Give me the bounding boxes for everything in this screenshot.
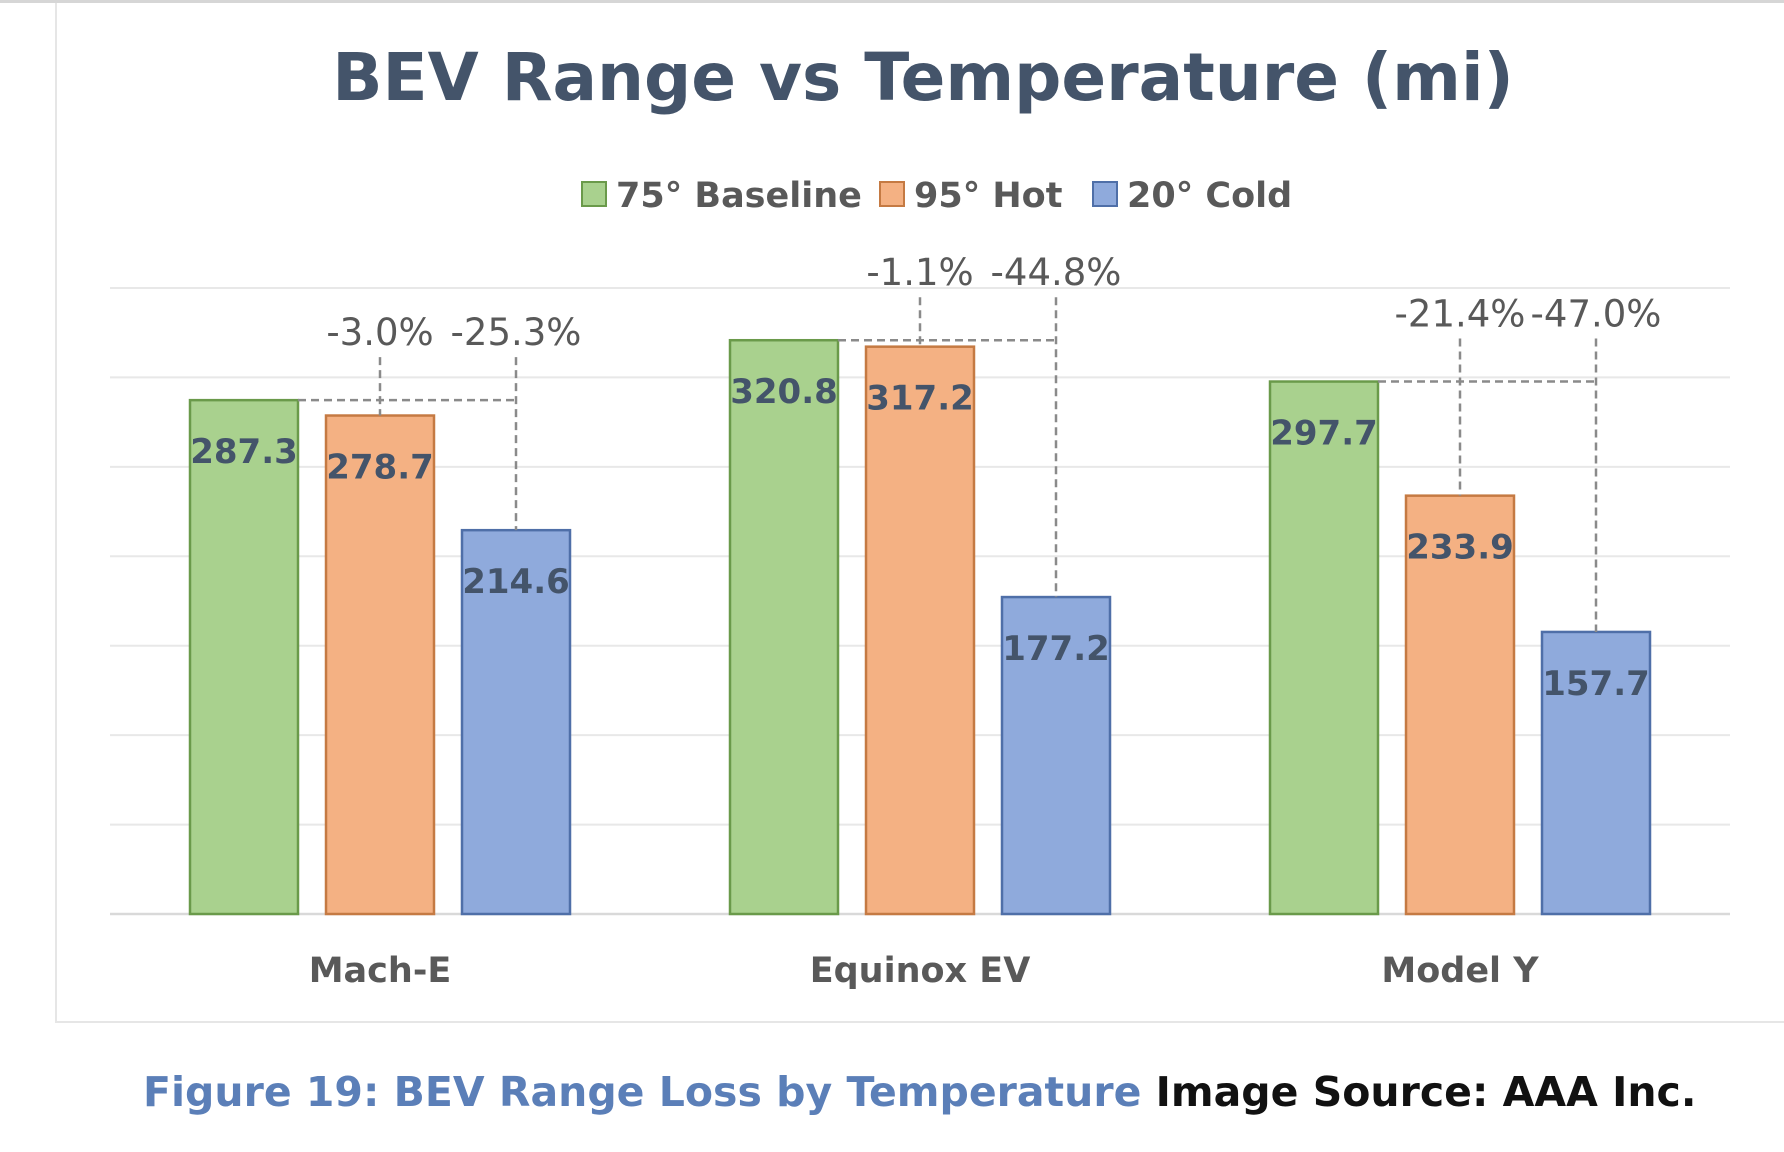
change-label-cold-model-y: -47.0% xyxy=(1531,293,1662,336)
change-labels: -3.0% -25.3% -1.1% -44.8% -21.4% -47.0% xyxy=(326,251,1661,354)
legend-swatch-75-baseline xyxy=(581,181,607,207)
legend-swatch-95-hot xyxy=(879,181,905,207)
caption-figure-title: Figure 19: BEV Range Loss by Temperature xyxy=(143,1068,1142,1116)
change-label-hot-model-y: -21.4% xyxy=(1395,293,1526,336)
value-label-model-y-75-baseline: 297.7 xyxy=(1270,414,1378,454)
chart-title: BEV Range vs Temperature (mi) xyxy=(332,39,1514,116)
bar-mach-e-20-cold xyxy=(460,528,572,916)
value-label-mach-e-20-cold: 214.6 xyxy=(462,562,570,602)
caption-image-source: Image Source: AAA Inc. xyxy=(1155,1068,1697,1116)
bars xyxy=(188,338,1652,916)
legend: 75° Baseline 95° Hot 20° Cold xyxy=(581,176,1292,216)
legend-swatch-20-cold xyxy=(1092,181,1118,207)
legend-label-20-cold: 20° Cold xyxy=(1127,176,1292,216)
figure-caption: Figure 19: BEV Range Loss by Temperature… xyxy=(143,1068,1696,1116)
bar-equinox-ev-95-hot xyxy=(864,345,976,916)
change-label-hot-mach-e: -3.0% xyxy=(326,311,433,354)
change-label-cold-mach-e: -25.3% xyxy=(451,311,582,354)
bar-model-y-95-hot xyxy=(1404,494,1516,916)
top-edge-line xyxy=(0,0,1784,3)
legend-label-95-hot: 95° Hot xyxy=(914,176,1062,216)
bar-equinox-ev-20-cold xyxy=(1000,595,1112,916)
bar-model-y-20-cold xyxy=(1540,630,1652,916)
category-label-mach-e: Mach-E xyxy=(309,951,452,991)
category-labels: Mach-E Equinox EV Model Y xyxy=(309,951,1540,991)
change-connectors xyxy=(298,297,1598,632)
change-label-hot-equinox-ev: -1.1% xyxy=(866,251,973,294)
value-labels: 287.3 278.7 214.6 320.8 317.2 177.2 297.7 233.9… xyxy=(190,372,1650,704)
bar-chart: BEV Range vs Temperature (mi) 75° Baseli… xyxy=(110,39,1730,991)
category-label-model-y: Model Y xyxy=(1381,951,1539,991)
bar-model-y-75-baseline xyxy=(1268,380,1380,916)
category-label-equinox-ev: Equinox EV xyxy=(810,951,1031,991)
value-label-mach-e-95-hot: 278.7 xyxy=(326,448,434,488)
value-label-mach-e-75-baseline: 287.3 xyxy=(190,432,298,472)
legend-label-75-baseline: 75° Baseline xyxy=(616,176,862,216)
bar-equinox-ev-75-baseline xyxy=(728,338,840,916)
value-label-equinox-ev-95-hot: 317.2 xyxy=(866,379,974,419)
value-label-equinox-ev-20-cold: 177.2 xyxy=(1002,629,1110,669)
change-label-cold-equinox-ev: -44.8% xyxy=(991,251,1122,294)
value-label-model-y-20-cold: 157.7 xyxy=(1542,664,1650,704)
bar-mach-e-95-hot xyxy=(324,414,436,916)
value-label-equinox-ev-75-baseline: 320.8 xyxy=(730,372,838,412)
bar-mach-e-75-baseline xyxy=(188,398,300,916)
value-label-model-y-95-hot: 233.9 xyxy=(1406,528,1514,568)
chart-frame xyxy=(55,3,1784,1023)
